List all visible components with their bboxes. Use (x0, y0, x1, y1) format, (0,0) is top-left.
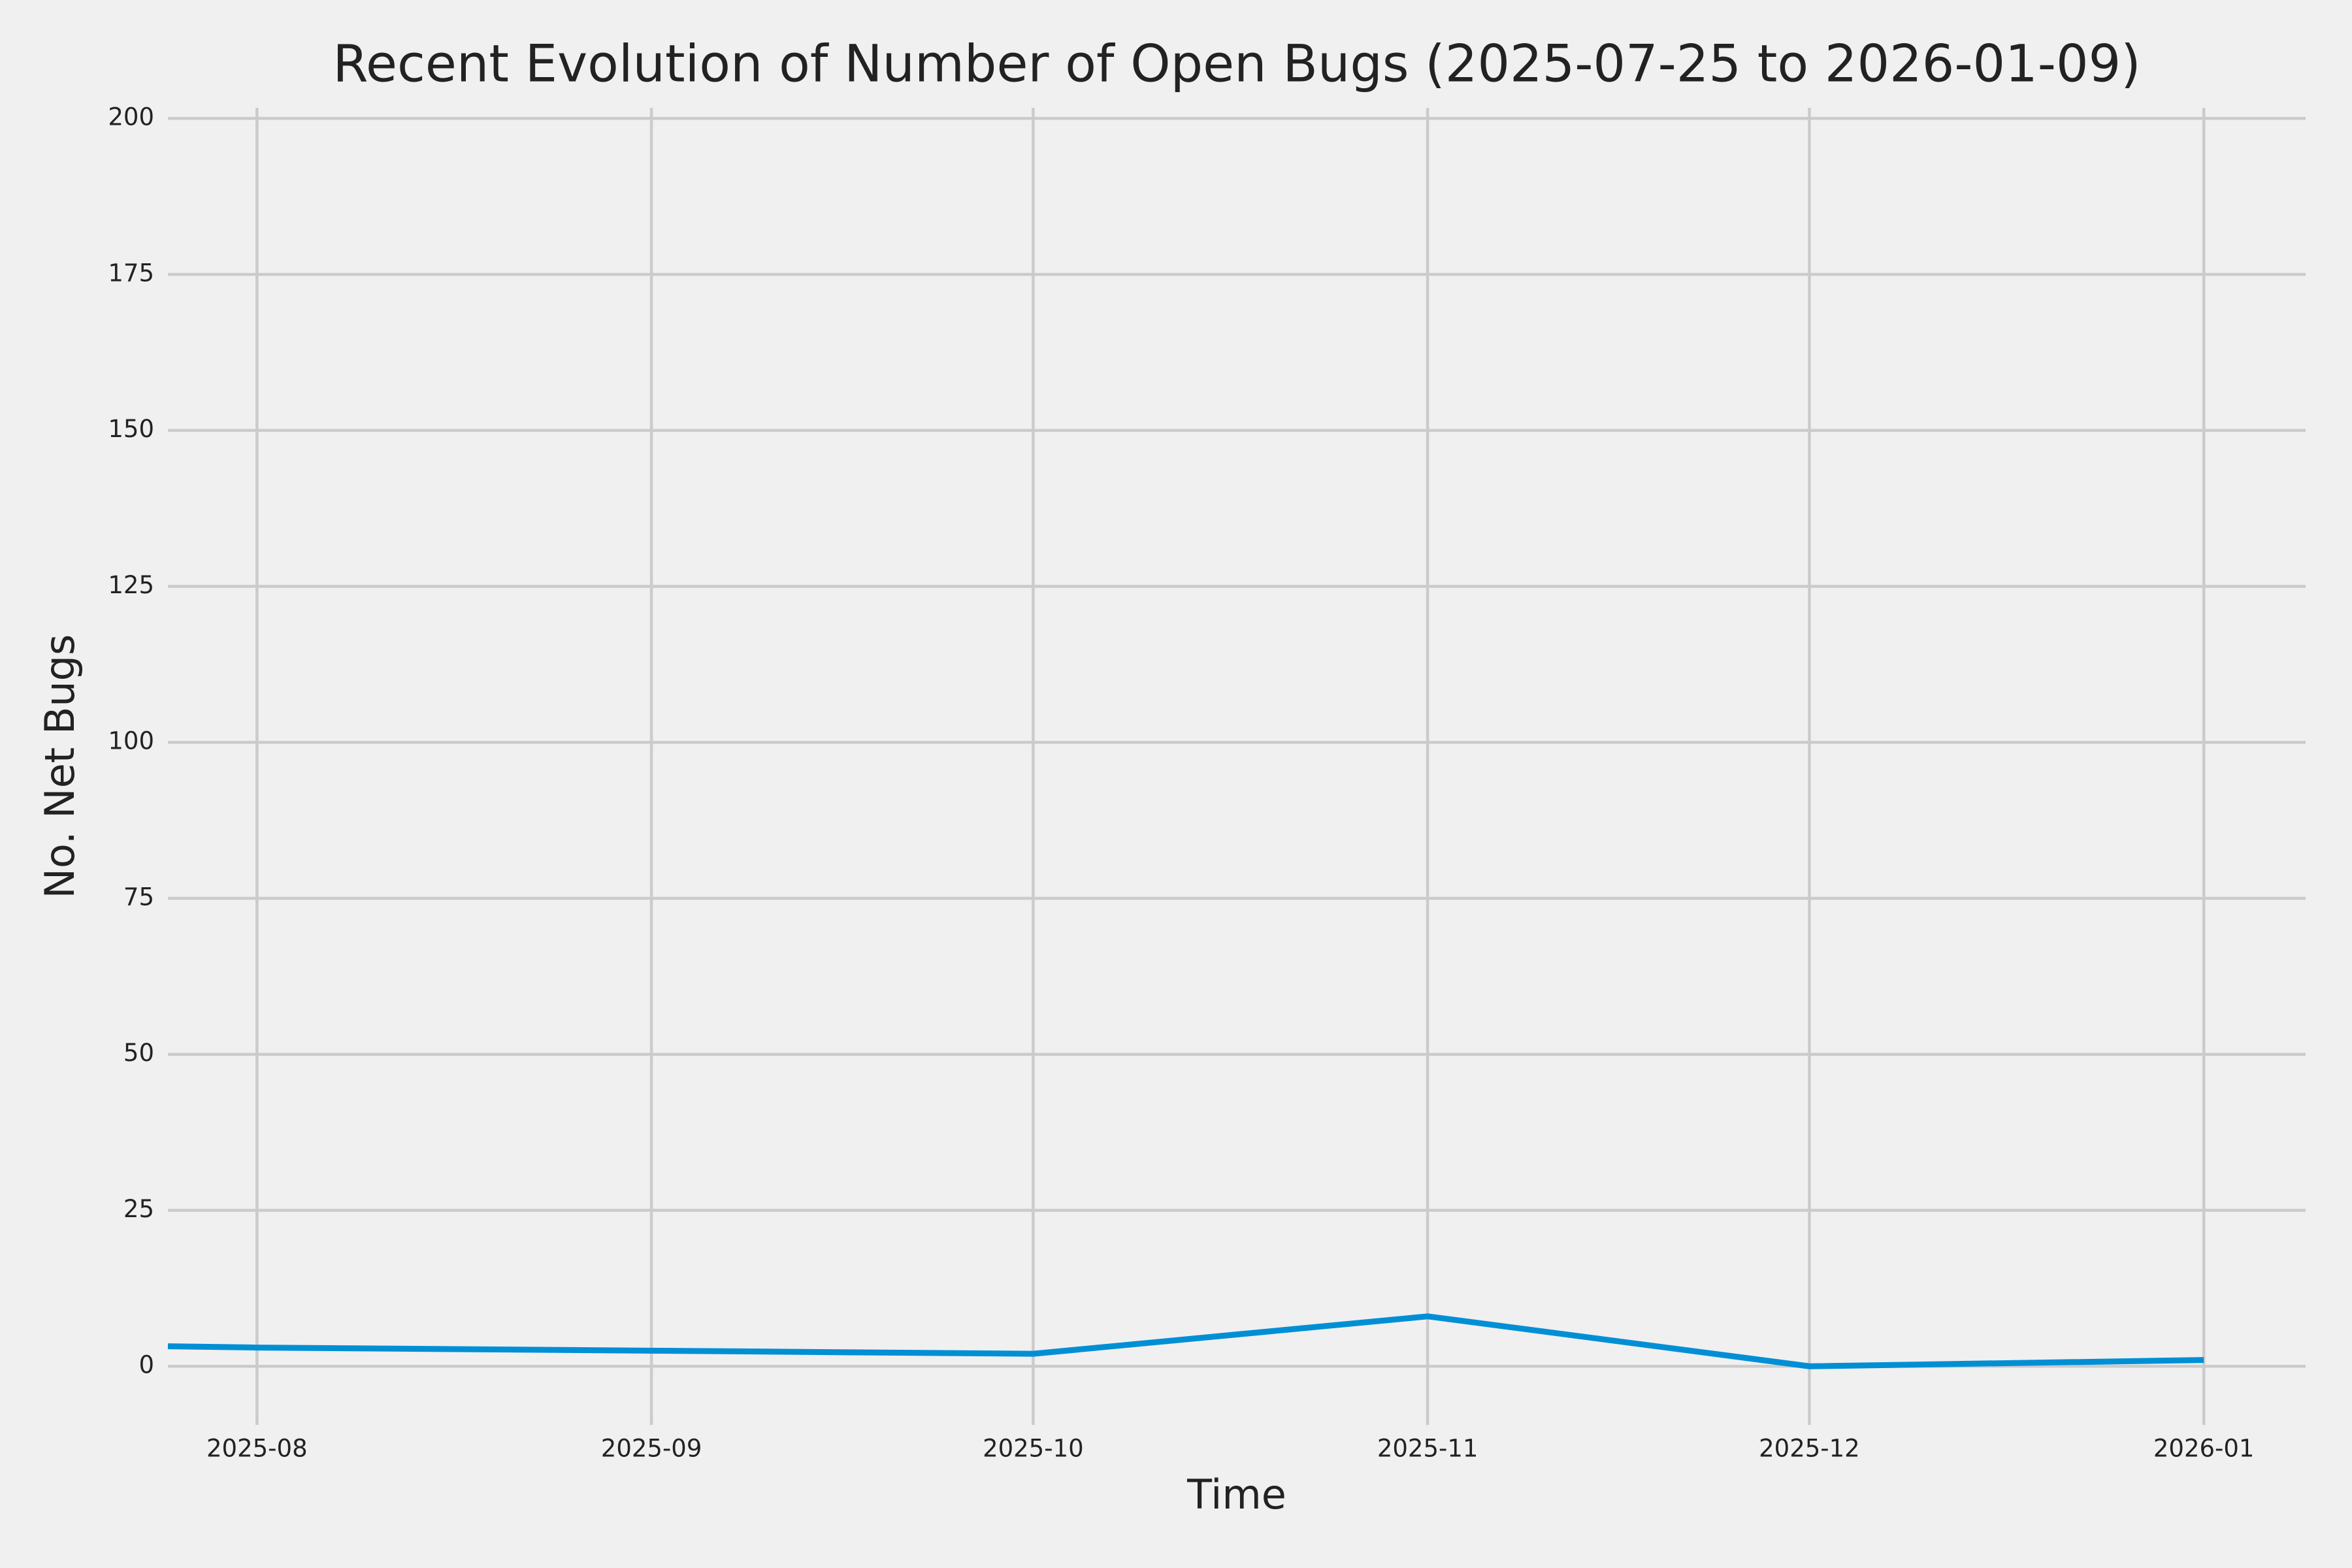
y-tick-label: 150 (108, 415, 154, 443)
x-tick-label: 2025-12 (1759, 1435, 1860, 1463)
y-tick-label: 25 (123, 1195, 154, 1223)
data-line (167, 1313, 2204, 1369)
x-tick-label: 2025-08 (206, 1435, 308, 1463)
y-tick-label: 125 (108, 571, 154, 599)
chart-title: Recent Evolution of Number of Open Bugs … (333, 35, 2140, 93)
y-tick-label: 100 (108, 727, 154, 755)
y-tick-label: 50 (123, 1039, 154, 1067)
y-tick-label: 175 (108, 259, 154, 287)
x-tick-label: 2026-01 (2153, 1435, 2255, 1463)
y-tick-label: 75 (123, 883, 154, 911)
y-axis-label: No. Net Bugs (36, 634, 84, 899)
y-tick-label: 0 (139, 1351, 154, 1379)
x-tick-label: 2025-09 (601, 1435, 702, 1463)
x-axis-label: Time (1186, 1471, 1286, 1518)
x-tick-label: 2025-11 (1377, 1435, 1478, 1463)
y-tick-label: 200 (108, 103, 154, 131)
x-tick-label: 2025-10 (983, 1435, 1084, 1463)
